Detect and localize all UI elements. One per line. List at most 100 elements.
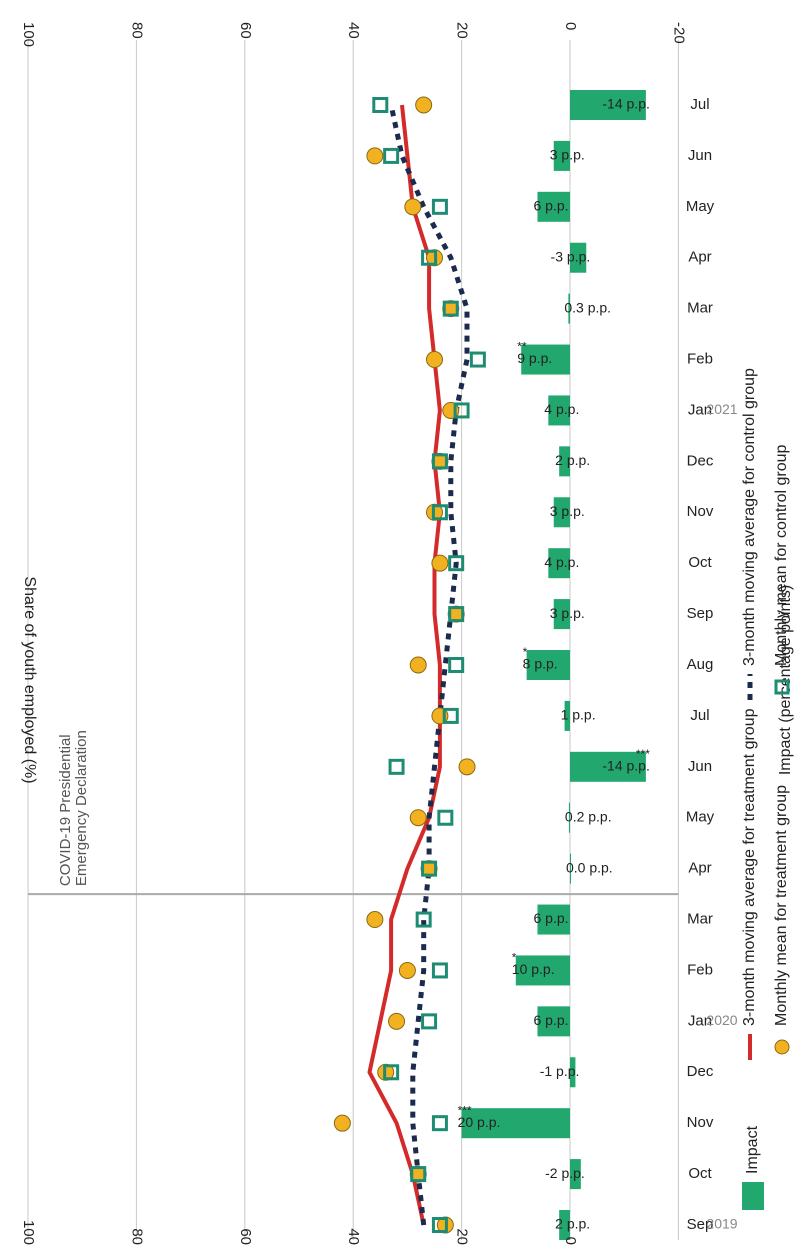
month-label-8: May bbox=[686, 809, 715, 826]
month-label-16: Jan bbox=[688, 401, 712, 418]
year-label-2020: 2020 bbox=[706, 1012, 737, 1028]
impact-bar-21 bbox=[553, 140, 570, 171]
legend-control-mean-swatch bbox=[774, 679, 790, 695]
impact-bar-0 bbox=[559, 1210, 570, 1240]
left-tick-60: 60 bbox=[237, 1228, 254, 1245]
legend-treatment-mean-swatch bbox=[774, 1039, 790, 1055]
month-label-19: Apr bbox=[688, 249, 711, 266]
control-mean-point-8 bbox=[437, 809, 454, 826]
left-tick-80: 80 bbox=[128, 1228, 145, 1245]
impact-bar-19 bbox=[570, 242, 587, 273]
impact-bar-16 bbox=[548, 395, 571, 426]
impact-label-11: 8 p.p. bbox=[523, 656, 558, 672]
impact-label-0: 2 p.p. bbox=[555, 1216, 590, 1232]
month-label-22: Jul bbox=[690, 96, 709, 113]
impact-label-17: 9 p.p. bbox=[517, 350, 552, 366]
impact-label-15: 2 p.p. bbox=[555, 452, 590, 468]
control-mean-point-22 bbox=[372, 97, 389, 113]
control-mean-point-10 bbox=[442, 707, 459, 724]
impact-label-20: 6 p.p. bbox=[533, 198, 568, 214]
impact-label-9: -14 p.p. bbox=[602, 758, 649, 774]
impact-bar-12 bbox=[553, 599, 570, 630]
right-tick-60: 60 bbox=[237, 22, 254, 39]
impact-bar-5 bbox=[515, 955, 570, 986]
left-tick-20: 20 bbox=[454, 1228, 471, 1245]
impact-bar-22 bbox=[570, 90, 646, 120]
covid-annotation-line2: Emergency Declaration bbox=[73, 730, 90, 886]
impact-bar-6 bbox=[537, 904, 570, 935]
legend-control-ma-label: 3-month moving average for control group bbox=[741, 368, 758, 666]
treatment-mean-point-9 bbox=[458, 758, 476, 776]
right-tick--20: -20 bbox=[670, 22, 687, 44]
month-label-4: Jan bbox=[688, 1012, 712, 1029]
treatment-ma-line bbox=[367, 104, 442, 1226]
impact-label-6: 6 p.p. bbox=[533, 910, 568, 926]
control-ma-line bbox=[388, 104, 470, 1226]
control-mean-point-11 bbox=[448, 657, 465, 673]
month-label-20: May bbox=[686, 198, 715, 215]
control-mean-point-21 bbox=[383, 147, 400, 164]
impact-label-3: -1 p.p. bbox=[540, 1063, 580, 1079]
month-label-15: Dec bbox=[687, 452, 714, 469]
right-tick-80: 80 bbox=[128, 22, 145, 39]
month-label-11: Aug bbox=[687, 656, 714, 673]
control-mean-point-0 bbox=[431, 1217, 448, 1233]
control-mean-point-2 bbox=[431, 1115, 448, 1132]
impact-bar-3 bbox=[570, 1057, 576, 1088]
control-mean-point-13 bbox=[448, 555, 465, 572]
control-mean-point-15 bbox=[431, 453, 448, 470]
month-label-10: Jul bbox=[690, 707, 709, 724]
month-label-7: Apr bbox=[688, 860, 711, 877]
impact-label-22: -14 p.p. bbox=[602, 96, 649, 112]
treatment-mean-point-5 bbox=[398, 961, 416, 979]
impact-bar-4 bbox=[537, 1006, 570, 1037]
control-mean-point-6 bbox=[415, 911, 432, 928]
treatment-mean-point-6 bbox=[366, 911, 384, 929]
impact-label-10: 1 p.p. bbox=[561, 707, 596, 723]
impact-bar-17 bbox=[521, 344, 570, 375]
legend-control-mean-label: Monthly mean for control group bbox=[773, 444, 790, 666]
impact-label-5: 10 p.p. bbox=[512, 961, 555, 977]
impact-star-11: * bbox=[523, 645, 528, 659]
left-tick-100: 100 bbox=[20, 1220, 37, 1245]
impact-star-5: * bbox=[512, 951, 517, 965]
month-label-3: Dec bbox=[687, 1063, 714, 1080]
right-tick-20: 20 bbox=[454, 22, 471, 39]
treatment-mean-point-2 bbox=[333, 1114, 351, 1132]
covid-annotation-line1: COVID-19 Presidential bbox=[57, 734, 74, 886]
impact-label-2: 20 p.p. bbox=[458, 1114, 501, 1130]
month-label-12: Sep bbox=[687, 605, 714, 622]
impact-label-16: 4 p.p. bbox=[544, 401, 579, 417]
month-label-2: Nov bbox=[687, 1114, 714, 1131]
impact-bar-7 bbox=[570, 853, 571, 884]
control-mean-point-12 bbox=[448, 606, 465, 623]
treatment-mean-point-11 bbox=[409, 656, 427, 674]
impact-bar-2 bbox=[461, 1108, 571, 1139]
treatment-mean-point-8 bbox=[409, 809, 427, 827]
impact-bar-8 bbox=[568, 802, 571, 833]
treatment-mean-point-20 bbox=[404, 198, 422, 216]
impact-label-4: 6 p.p. bbox=[533, 1012, 568, 1028]
impact-bar-13 bbox=[548, 548, 571, 579]
legend: Impact 3-month moving average for treatme… bbox=[741, 368, 790, 1210]
control-mean-point-16 bbox=[453, 402, 470, 419]
year-label-2021: 2021 bbox=[706, 401, 737, 417]
impact-star-2: *** bbox=[458, 1103, 472, 1117]
impact-bar-11 bbox=[526, 650, 571, 680]
impact-star-9: *** bbox=[636, 747, 650, 761]
right-tick-100: 100 bbox=[20, 22, 37, 47]
control-mean-point-14 bbox=[431, 504, 448, 521]
impact-label-14: 3 p.p. bbox=[550, 503, 585, 519]
impact-bars bbox=[461, 90, 646, 1240]
control-mean-point-4 bbox=[421, 1013, 438, 1030]
legend-treatment-mean-label: Monthly mean for treatment group bbox=[773, 785, 790, 1026]
control-mean-point-7 bbox=[421, 860, 438, 877]
legend-treatment-ma-label: 3-month moving average for treatment gro… bbox=[741, 708, 758, 1026]
month-label-21: Jun bbox=[688, 147, 712, 164]
monthly-mean-markers bbox=[333, 96, 486, 1234]
chart-labels: 0 20 40 60 80 100 -20 0 20 40 60 80 100 Share of yout… bbox=[20, 22, 794, 1245]
impact-label-1: -2 p.p. bbox=[545, 1165, 585, 1181]
right-tick-0: 0 bbox=[562, 22, 579, 30]
impact-label-18: 0.3 p.p. bbox=[564, 299, 611, 315]
impact-bar-20 bbox=[537, 191, 570, 222]
